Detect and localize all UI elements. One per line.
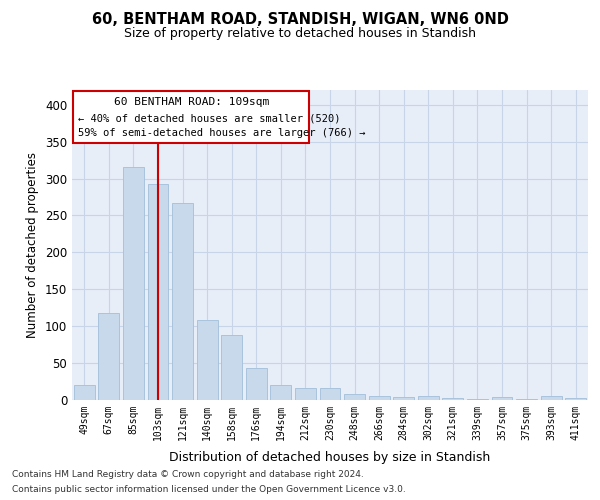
- Bar: [271, 385, 292, 400]
- Text: Contains public sector information licensed under the Open Government Licence v3: Contains public sector information licen…: [12, 485, 406, 494]
- Bar: [442, 398, 463, 400]
- Bar: [418, 396, 439, 400]
- Bar: [320, 388, 340, 400]
- Bar: [98, 313, 119, 400]
- Bar: [491, 397, 512, 400]
- Bar: [565, 398, 586, 400]
- Text: 60 BENTHAM ROAD: 109sqm: 60 BENTHAM ROAD: 109sqm: [113, 98, 269, 108]
- Bar: [221, 335, 242, 400]
- Bar: [74, 385, 95, 400]
- Bar: [172, 203, 193, 400]
- Bar: [467, 398, 488, 400]
- Bar: [197, 320, 218, 400]
- Bar: [344, 394, 365, 400]
- Bar: [541, 396, 562, 400]
- Text: 59% of semi-detached houses are larger (766) →: 59% of semi-detached houses are larger (…: [78, 128, 365, 138]
- Bar: [393, 397, 414, 400]
- Bar: [148, 184, 169, 400]
- Text: Distribution of detached houses by size in Standish: Distribution of detached houses by size …: [169, 451, 491, 464]
- Y-axis label: Number of detached properties: Number of detached properties: [26, 152, 40, 338]
- Bar: [368, 396, 389, 400]
- Text: 60, BENTHAM ROAD, STANDISH, WIGAN, WN6 0ND: 60, BENTHAM ROAD, STANDISH, WIGAN, WN6 0…: [92, 12, 508, 28]
- Text: Contains HM Land Registry data © Crown copyright and database right 2024.: Contains HM Land Registry data © Crown c…: [12, 470, 364, 479]
- Bar: [123, 168, 144, 400]
- Text: Size of property relative to detached houses in Standish: Size of property relative to detached ho…: [124, 28, 476, 40]
- Bar: [73, 92, 309, 143]
- Text: ← 40% of detached houses are smaller (520): ← 40% of detached houses are smaller (52…: [78, 114, 341, 124]
- Bar: [246, 368, 267, 400]
- Bar: [295, 388, 316, 400]
